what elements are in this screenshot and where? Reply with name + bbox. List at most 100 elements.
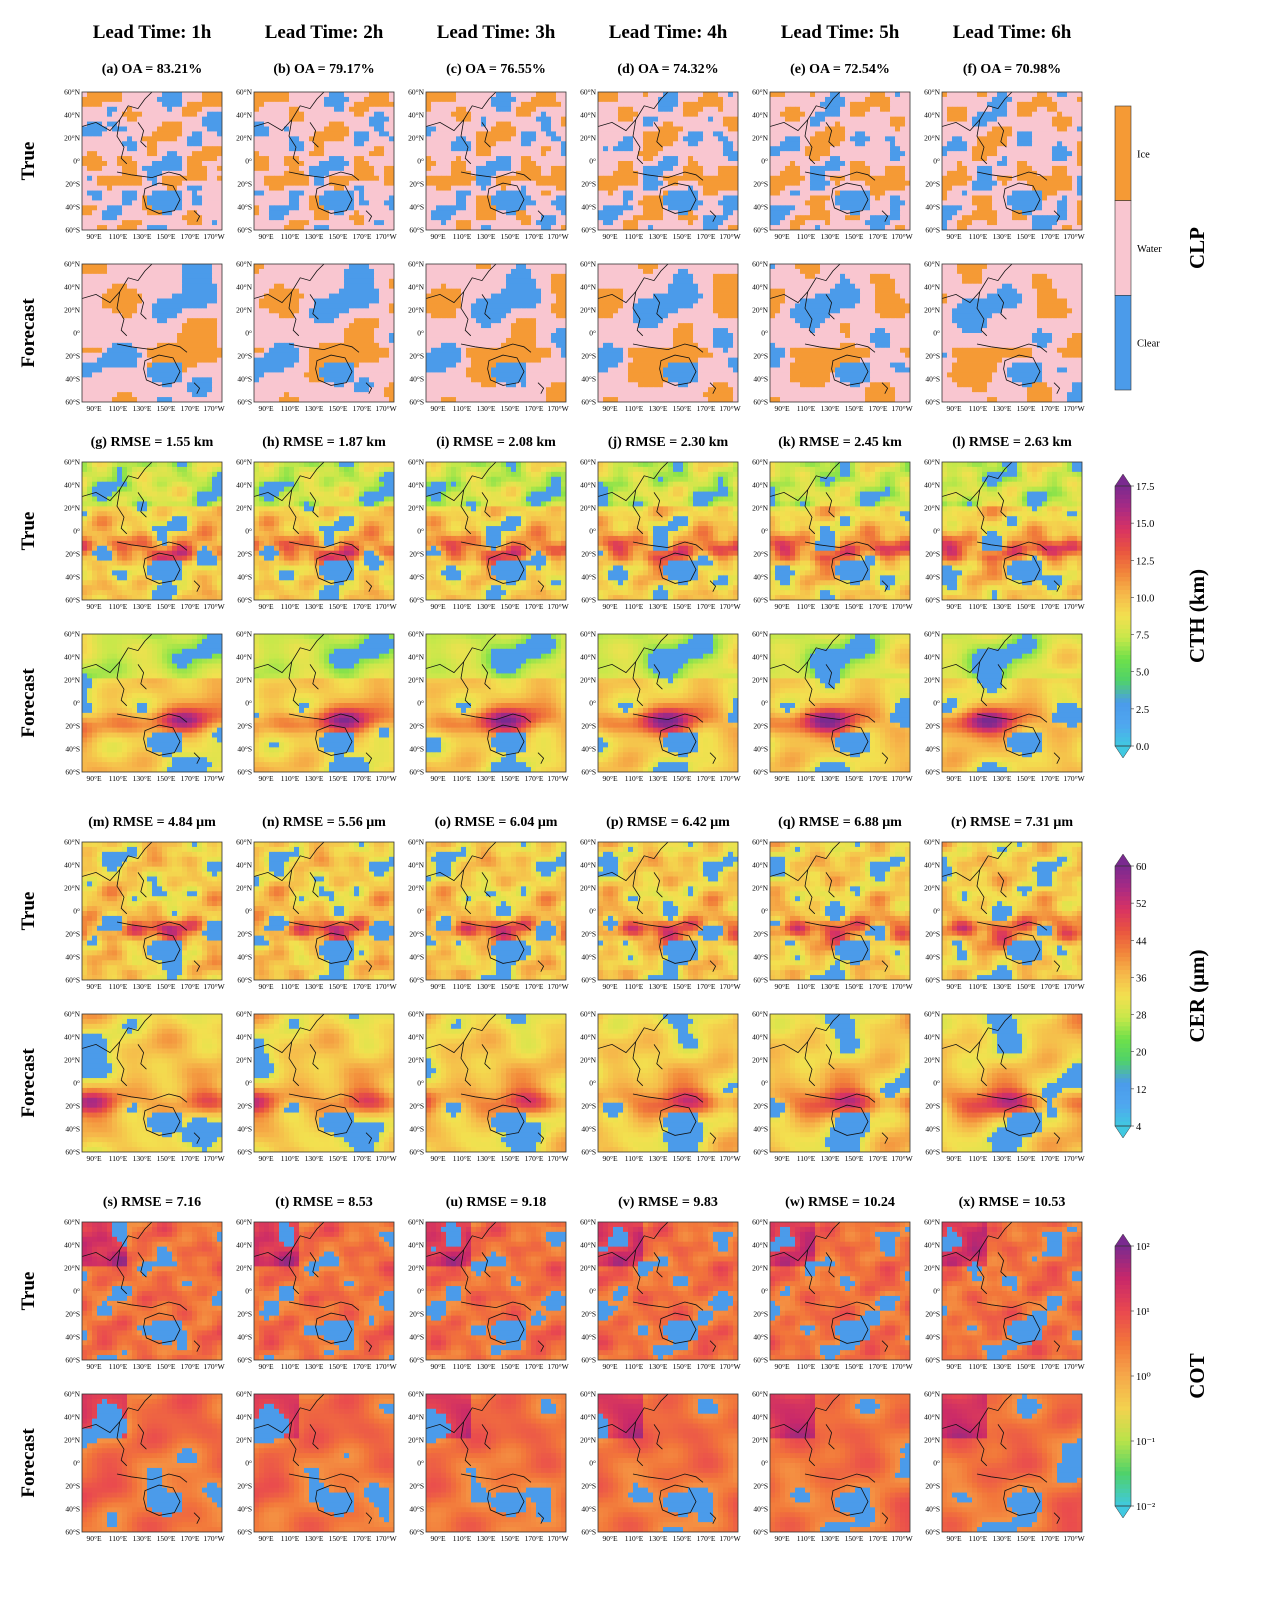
x-tick-label: 90°E bbox=[86, 774, 101, 783]
panel-frame bbox=[769, 1221, 911, 1361]
map-panel: 60°N 40°N 20°N 0° 20°S 40°S 60°S 90°E 110°E 130°E… bbox=[64, 458, 226, 612]
y-tick-label: 60°N bbox=[924, 88, 940, 97]
x-tick-label: 150°E bbox=[1017, 602, 1036, 611]
x-tick-label: 130°E bbox=[305, 602, 324, 611]
y-tick-label: 20°N bbox=[924, 1264, 940, 1273]
panel-frame bbox=[253, 1221, 395, 1361]
map-field bbox=[598, 842, 738, 980]
y-tick-label: 20°S bbox=[925, 550, 940, 559]
x-tick-label: 150°E bbox=[673, 982, 692, 991]
x-tick-label: 110°E bbox=[625, 774, 644, 783]
x-tick-label: 170°W bbox=[375, 774, 397, 783]
x-tick-label: 90°E bbox=[86, 1534, 101, 1543]
x-tick-label: 170°W bbox=[547, 232, 569, 241]
y-tick-label: 20°N bbox=[924, 676, 940, 685]
x-tick-label: 170°W bbox=[375, 982, 397, 991]
x-tick-label: 110°E bbox=[453, 602, 472, 611]
map-panel: 60°N 40°N 20°N 0° 20°S 40°S 60°S 90°E 110°E 130°E… bbox=[924, 88, 1086, 242]
x-tick-label: 170°E bbox=[353, 232, 372, 241]
y-tick-label: 20°S bbox=[753, 1310, 768, 1319]
y-tick-label: 40°N bbox=[580, 1413, 596, 1422]
y-tick-label: 40°N bbox=[924, 111, 940, 120]
y-tick-label: 40°S bbox=[409, 953, 424, 962]
panel-title: (t) RMSE = 8.53 bbox=[275, 1195, 372, 1210]
map-panel: 60°N 40°N 20°N 0° 20°S 40°S 60°S 90°E 110°E 130°E… bbox=[924, 1010, 1086, 1164]
colorbar-extend-min bbox=[1114, 745, 1132, 759]
panel-title: (q) RMSE = 6.88 μm bbox=[778, 815, 902, 830]
x-tick-label: 150°E bbox=[673, 1154, 692, 1163]
x-tick-label: 90°E bbox=[774, 1362, 789, 1371]
x-tick-label: 90°E bbox=[258, 1154, 273, 1163]
y-tick-label: 0° bbox=[417, 1459, 424, 1468]
x-tick-label: 150°E bbox=[329, 602, 348, 611]
map-panel: 60°N 40°N 20°N 0° 20°S 40°S 60°S 90°E 110°E 130°E… bbox=[64, 260, 226, 414]
map-panel: 60°N 40°N 20°N 0° 20°S 40°S 60°S 90°E 110°E 130°E… bbox=[236, 1010, 398, 1164]
y-tick-label: 60°N bbox=[580, 1010, 596, 1019]
y-tick-label: 20°S bbox=[753, 1102, 768, 1111]
panel-title: (w) RMSE = 10.24 bbox=[785, 1195, 895, 1210]
y-tick-label: 40°S bbox=[581, 203, 596, 212]
x-tick-label: 130°E bbox=[133, 982, 152, 991]
y-tick-label: 20°N bbox=[236, 134, 252, 143]
x-tick-label: 90°E bbox=[946, 1362, 961, 1371]
coastline bbox=[770, 1222, 889, 1352]
coastline bbox=[254, 634, 373, 764]
y-tick-label: 40°S bbox=[581, 1125, 596, 1134]
panel-title: (l) RMSE = 2.63 km bbox=[952, 435, 1072, 450]
map-panel: 60°N 40°N 20°N 0° 20°S 40°S 60°S 90°E 110°E 130°E… bbox=[752, 630, 914, 784]
x-tick-label: 170°W bbox=[1063, 774, 1085, 783]
colorbar-tick-label: 36 bbox=[1136, 973, 1147, 984]
y-tick-label: 60°S bbox=[925, 1148, 940, 1157]
panel-title: (g) RMSE = 1.55 km bbox=[91, 435, 214, 450]
y-tick-label: 40°N bbox=[236, 283, 252, 292]
x-tick-label: 150°E bbox=[673, 232, 692, 241]
x-tick-label: 170°W bbox=[203, 602, 225, 611]
coastline bbox=[770, 842, 889, 972]
x-tick-label: 110°E bbox=[453, 232, 472, 241]
y-tick-label: 60°N bbox=[236, 838, 252, 847]
y-tick-label: 20°N bbox=[64, 1056, 80, 1065]
y-tick-label: 0° bbox=[589, 329, 596, 338]
colorbar-tick-label: 17.5 bbox=[1136, 482, 1154, 493]
y-tick-label: 0° bbox=[245, 699, 252, 708]
y-tick-label: 0° bbox=[933, 527, 940, 536]
map-field bbox=[254, 462, 394, 600]
x-tick-label: 130°E bbox=[993, 774, 1012, 783]
y-tick-label: 60°S bbox=[753, 596, 768, 605]
colorbar-extend-max bbox=[1114, 1233, 1132, 1247]
panel-frame bbox=[425, 1393, 567, 1533]
x-tick-label: 130°E bbox=[477, 1362, 496, 1371]
map-field bbox=[598, 92, 738, 230]
y-tick-label: 60°S bbox=[581, 226, 596, 235]
y-tick-label: 20°N bbox=[580, 1056, 596, 1065]
x-tick-label: 110°E bbox=[797, 232, 816, 241]
panel-title: (b) OA = 79.17% bbox=[273, 62, 374, 77]
x-tick-label: 110°E bbox=[969, 774, 988, 783]
y-tick-label: 40°N bbox=[236, 653, 252, 662]
panel-frame bbox=[769, 633, 911, 773]
y-tick-label: 60°N bbox=[924, 458, 940, 467]
colorbar-tick-label: 20 bbox=[1136, 1048, 1147, 1059]
x-tick-label: 90°E bbox=[86, 602, 101, 611]
x-tick-label: 170°E bbox=[869, 232, 888, 241]
x-tick-label: 150°E bbox=[1017, 232, 1036, 241]
map-field bbox=[942, 92, 1082, 230]
y-tick-label: 0° bbox=[761, 329, 768, 338]
x-tick-label: 170°W bbox=[891, 232, 913, 241]
x-tick-label: 170°E bbox=[1041, 982, 1060, 991]
x-tick-label: 110°E bbox=[453, 1154, 472, 1163]
y-tick-label: 40°S bbox=[753, 375, 768, 384]
x-tick-label: 170°E bbox=[181, 1154, 200, 1163]
x-tick-label: 170°W bbox=[203, 1362, 225, 1371]
x-tick-label: 90°E bbox=[602, 982, 617, 991]
map-panel: 60°N 40°N 20°N 0° 20°S 40°S 60°S 90°E 110°E 130°E… bbox=[64, 1390, 226, 1544]
y-tick-label: 20°S bbox=[409, 1102, 424, 1111]
x-tick-label: 90°E bbox=[258, 982, 273, 991]
y-tick-label: 20°N bbox=[924, 1056, 940, 1065]
x-tick-label: 90°E bbox=[258, 774, 273, 783]
colorbar-tick-label: 52 bbox=[1136, 899, 1147, 910]
map-field bbox=[598, 1394, 738, 1532]
coastline bbox=[426, 1222, 545, 1352]
x-tick-label: 130°E bbox=[305, 232, 324, 241]
x-tick-label: 90°E bbox=[86, 1154, 101, 1163]
